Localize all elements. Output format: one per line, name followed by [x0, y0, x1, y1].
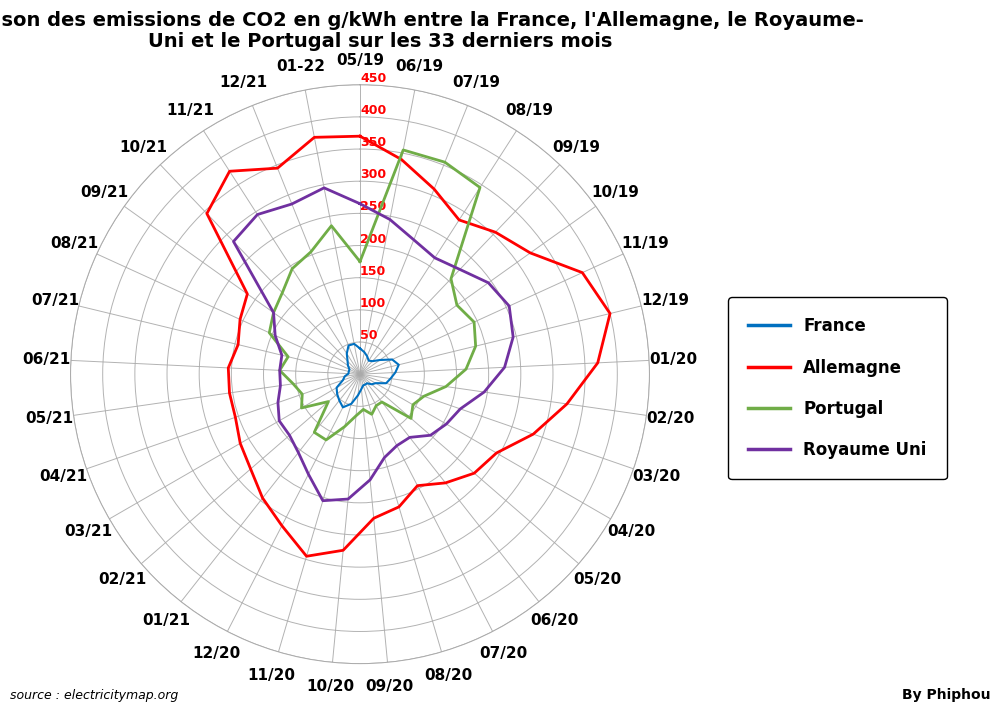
Legend: France, Allemagne, Portugal, Royaume Uni: France, Allemagne, Portugal, Royaume Uni [728, 297, 947, 479]
Text: By Phiphou: By Phiphou [902, 688, 990, 702]
Text: source : electricitymap.org: source : electricitymap.org [10, 690, 178, 702]
Text: Comparaison des emissions de CO2 en g/kWh entre la France, l'Allemagne, le Royau: Comparaison des emissions de CO2 en g/kW… [0, 11, 863, 30]
Text: Uni et le Portugal sur les 33 derniers mois: Uni et le Portugal sur les 33 derniers m… [148, 32, 612, 51]
